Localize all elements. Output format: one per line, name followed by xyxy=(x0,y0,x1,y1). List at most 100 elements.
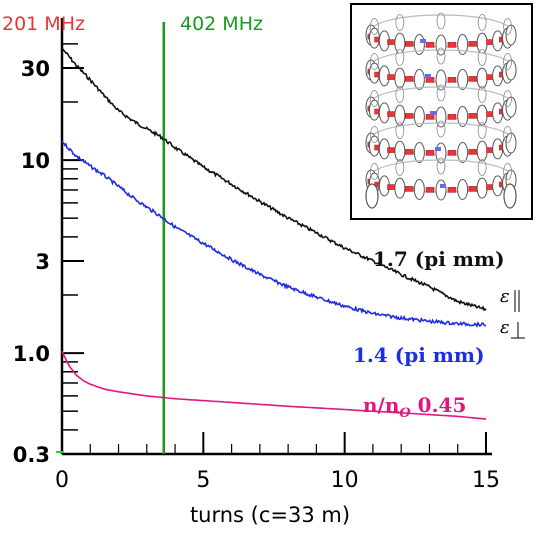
cavity-ring xyxy=(505,24,517,46)
epsilon-parallel-symbol: ε xyxy=(500,286,510,307)
cavity-ring-back xyxy=(477,14,487,31)
label-201mhz: 201 MHz xyxy=(2,13,85,35)
cavity-ring-back xyxy=(477,86,487,103)
solenoid-coil xyxy=(468,41,478,47)
solenoid-coil xyxy=(468,76,478,82)
cavity-ring xyxy=(476,104,488,126)
absorber-accent xyxy=(430,111,436,115)
solenoid-coil xyxy=(404,76,414,82)
cavity-ring xyxy=(476,140,488,162)
series-line-1 xyxy=(61,47,487,312)
axes xyxy=(56,18,492,456)
cavity-ring-back xyxy=(503,163,512,180)
epsilon-perp-symbol: ε xyxy=(500,317,510,338)
helix-turn xyxy=(365,47,517,91)
cavity-ring xyxy=(505,59,517,81)
y-tick-label: 1.0 xyxy=(13,342,50,366)
series-label-1: 1.7 (pi mm) xyxy=(373,247,505,271)
solenoid-coil xyxy=(447,77,457,83)
solenoid-coil xyxy=(404,113,414,119)
absorber-accent xyxy=(425,74,431,78)
solenoid-coil xyxy=(404,186,414,192)
cavity-ring-back xyxy=(395,49,405,66)
cavity-ring xyxy=(476,67,488,89)
cavity-ring xyxy=(457,34,469,56)
solenoid-coil xyxy=(387,111,396,117)
solenoid-coil xyxy=(387,184,396,190)
cavity-ring xyxy=(457,142,469,164)
cavity-ring-back xyxy=(503,53,512,70)
solenoid-coil xyxy=(447,187,457,193)
cavity-ring-back xyxy=(477,49,487,66)
cavity-ring-back xyxy=(370,90,379,107)
cavity-ring xyxy=(435,179,447,201)
solenoid-coil xyxy=(447,42,457,48)
cavity-ring xyxy=(476,32,488,54)
cavity-ring-back xyxy=(395,86,405,103)
cavity-ring-back xyxy=(503,18,512,35)
solenoid-coil xyxy=(447,150,457,156)
helix-turn xyxy=(365,84,517,128)
label-402mhz: 402 MHz xyxy=(180,13,263,35)
solenoid-coil xyxy=(404,41,414,47)
solenoid-coil xyxy=(425,42,435,48)
cavity-ring xyxy=(457,106,469,128)
cavity-ring xyxy=(413,142,425,164)
cavity-ring xyxy=(394,32,406,54)
cavity-ring xyxy=(457,179,469,201)
cavity-ring-back xyxy=(477,122,487,139)
cavity-ring-back xyxy=(477,159,487,176)
solenoid-coil xyxy=(425,77,435,83)
y-tick-label: 30 xyxy=(21,57,50,81)
cavity-ring xyxy=(435,106,447,128)
x-tick-label: 10 xyxy=(331,468,359,493)
cavity-ring-back xyxy=(436,157,446,175)
cavity-ring xyxy=(505,132,517,154)
solenoid-coil xyxy=(468,113,478,119)
x-tick-label: 15 xyxy=(472,468,500,493)
channel-end-cap xyxy=(365,183,379,209)
channel-end-cap xyxy=(503,183,517,209)
y-tick-label: 3 xyxy=(35,250,50,274)
solenoid-coil xyxy=(425,150,435,156)
cavity-ring xyxy=(435,69,447,91)
series-label-2: 1.4 (pi mm) xyxy=(353,343,485,367)
labels-layer: 0.3 1.0 3 10 30 0 5 10 15 turns (c=33 m) 201 MHz 40… xyxy=(2,13,525,527)
helix-turn xyxy=(365,120,517,164)
cavity-ring-back xyxy=(370,53,379,70)
cavity-ring xyxy=(505,96,517,118)
cavity-ring-back xyxy=(370,163,379,180)
helix-turn xyxy=(365,12,517,56)
cavity-ring-back xyxy=(436,84,446,102)
cavity-ring-back xyxy=(503,90,512,107)
solenoid-coil xyxy=(447,114,457,120)
cavity-ring-back xyxy=(395,159,405,176)
x-axis-title: turns (c=33 m) xyxy=(190,503,350,527)
y-tick-label: 0.3 xyxy=(13,443,50,467)
series-line-2 xyxy=(61,140,487,328)
solenoid-coil xyxy=(468,186,478,192)
solenoid-coil xyxy=(468,149,478,155)
cavity-ring xyxy=(457,69,469,91)
cavity-ring xyxy=(413,69,425,91)
series-line-3 xyxy=(61,351,487,420)
cavity-ring xyxy=(394,67,406,89)
absorber-accent xyxy=(435,147,441,151)
cavity-ring xyxy=(413,179,425,201)
series-layer xyxy=(61,47,487,420)
cavity-ring xyxy=(394,140,406,162)
cavity-ring-back xyxy=(395,122,405,139)
solenoid-coil xyxy=(404,149,414,155)
cavity-ring-back xyxy=(370,126,379,143)
solenoid-coil xyxy=(387,147,396,153)
helical-channel-inset xyxy=(350,3,533,220)
cavity-ring-back xyxy=(370,18,379,35)
x-tick-label: 0 xyxy=(55,468,69,493)
y-tick-label: 10 xyxy=(21,149,50,173)
absorber-accent xyxy=(420,39,426,43)
cavity-ring xyxy=(394,177,406,199)
cavity-ring xyxy=(394,104,406,126)
solenoid-coil xyxy=(425,187,435,193)
absorber-accent xyxy=(440,184,446,188)
cavity-ring-back xyxy=(436,47,446,65)
